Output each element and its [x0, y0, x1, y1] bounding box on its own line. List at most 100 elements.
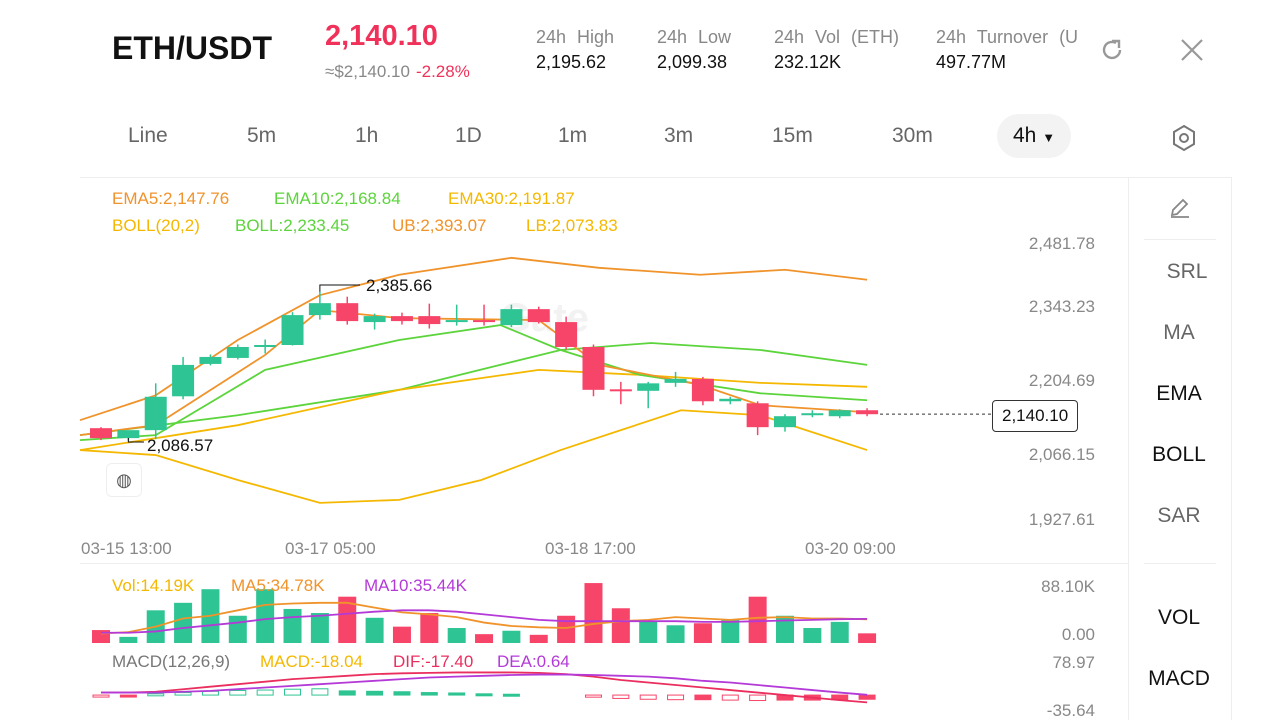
- tab-4h[interactable]: 4h ▼: [997, 114, 1072, 158]
- candle-body: [719, 398, 742, 402]
- lb-line: [79, 409, 868, 504]
- volume-bar: [529, 634, 548, 643]
- side-macd[interactable]: MACD: [1148, 667, 1210, 690]
- macd-hist-bar: [475, 693, 493, 697]
- macd-hist-bar: [694, 694, 712, 701]
- price-sub: ≈$2,140.10 -2.28%: [325, 62, 470, 82]
- price-axis-label: 2,066.15: [1028, 445, 1095, 464]
- candle-body: [774, 416, 796, 428]
- side-sar[interactable]: SAR: [1157, 504, 1201, 527]
- macd-hist-bar: [721, 694, 739, 701]
- caret-down-icon: ▼: [1042, 130, 1056, 145]
- macd-hist-bar: [612, 694, 630, 699]
- tab-5m[interactable]: 5m: [247, 124, 277, 147]
- volume-bar: [119, 636, 138, 643]
- draw-pencil-icon[interactable]: [1168, 196, 1192, 220]
- volume-bar: [666, 625, 685, 643]
- close-icon[interactable]: [1180, 38, 1204, 62]
- volume-bar: [721, 619, 740, 643]
- macd-hist-bar: [858, 694, 876, 700]
- high-marker: [319, 284, 360, 292]
- price-axis-label: 2,481.78: [1028, 234, 1095, 253]
- macd-hist-bar: [119, 694, 137, 698]
- price-axis-label: 2,204.69: [1028, 371, 1095, 390]
- macd-dea-line: [101, 673, 868, 696]
- volume-bar: [174, 602, 193, 643]
- tab-1h[interactable]: 1h: [355, 124, 379, 147]
- vol-ma5-line: [100, 601, 868, 635]
- tab-1d[interactable]: 1D: [455, 124, 482, 147]
- last-price-tag: 2,140.10: [992, 400, 1079, 432]
- tab-15m[interactable]: 15m: [772, 124, 813, 147]
- time-label: 03-18 17:00: [545, 539, 636, 558]
- time-label: 03-20 09:00: [805, 539, 896, 558]
- change-percent: -2.28%: [415, 62, 470, 81]
- macd-hist-bar: [174, 692, 192, 696]
- side-ma[interactable]: MA: [1163, 321, 1195, 344]
- stat-low: 24h Low 2,099.38: [657, 27, 732, 72]
- candle-body: [664, 378, 687, 383]
- time-label: 03-17 05:00: [285, 539, 376, 558]
- price-axis-label: 2,343.23: [1028, 297, 1095, 316]
- candle-body: [418, 316, 441, 325]
- boll-ub-label: UB:2,393.07: [392, 216, 487, 235]
- last-price: 2,140.10: [325, 20, 438, 52]
- candle-body: [117, 430, 140, 439]
- vol-label: Vol:14.19K: [112, 576, 195, 595]
- ema10-label: EMA10:2,168.84: [274, 189, 401, 208]
- tab-line[interactable]: Line: [128, 124, 168, 147]
- candle-body: [555, 322, 578, 347]
- volume-bar: [748, 596, 767, 643]
- divider: [1144, 563, 1216, 564]
- share-icon[interactable]: [1098, 36, 1126, 64]
- stat-vol: 24h Vol (ETH) 232.12K: [774, 27, 900, 72]
- candle-body: [801, 413, 824, 416]
- settings-icon[interactable]: [1171, 124, 1197, 152]
- macd-hist-bar: [584, 694, 602, 698]
- candle-body: [226, 346, 249, 358]
- side-boll[interactable]: BOLL: [1152, 443, 1206, 466]
- side-ema[interactable]: EMA: [1156, 382, 1202, 405]
- candle-body: [473, 320, 496, 323]
- tab-30m[interactable]: 30m: [892, 124, 933, 147]
- candle-body: [254, 344, 277, 347]
- volume-bar: [693, 623, 712, 643]
- volume-bar: [502, 630, 521, 643]
- tab-1m[interactable]: 1m: [558, 124, 588, 147]
- volume-bar: [256, 589, 275, 643]
- volume-bar: [776, 615, 794, 643]
- candle-body: [445, 320, 468, 323]
- ema30-label: EMA30:2,191.87: [448, 189, 575, 208]
- volume-bar: [803, 628, 822, 643]
- time-label: 03-15 13:00: [81, 539, 172, 558]
- volume-bar: [639, 621, 658, 643]
- macd-hist-bar: [338, 690, 356, 696]
- candle-body: [691, 378, 714, 402]
- macd-hist-bar: [147, 693, 165, 697]
- macd-hist-bar: [92, 694, 110, 698]
- boll-label: BOLL(20,2): [112, 216, 200, 235]
- candle-body: [746, 403, 769, 428]
- candle-body: [144, 396, 167, 431]
- reset-view-icon[interactable]: ◍: [106, 463, 142, 497]
- volume-bar: [584, 583, 603, 643]
- candle-body: [527, 309, 550, 323]
- candle-body: [582, 346, 605, 390]
- low-marker-label: 2,086.57: [147, 436, 214, 455]
- side-vol[interactable]: VOL: [1157, 606, 1201, 629]
- vol-ma10-label: MA10:35.44K: [364, 576, 468, 595]
- side-srl[interactable]: SRL: [1166, 260, 1208, 283]
- dif-label: DIF:-17.40: [393, 652, 474, 671]
- boll-mid-label: BOLL:2,233.45: [235, 216, 350, 235]
- low-marker: [127, 438, 144, 443]
- macd-hist-bar: [749, 694, 767, 702]
- indicator-panel: [1128, 178, 1232, 720]
- stat-turnover: 24h Turnover (U 497.77M: [936, 27, 1079, 72]
- tab-3m[interactable]: 3m: [664, 124, 694, 147]
- candle-body: [390, 316, 413, 322]
- vol-axis-label: 88.10K: [1041, 577, 1095, 596]
- macd-axis-label: -35.64: [1046, 701, 1095, 720]
- volume-bar: [392, 626, 411, 643]
- pair-title: ETH/USDT: [112, 30, 272, 66]
